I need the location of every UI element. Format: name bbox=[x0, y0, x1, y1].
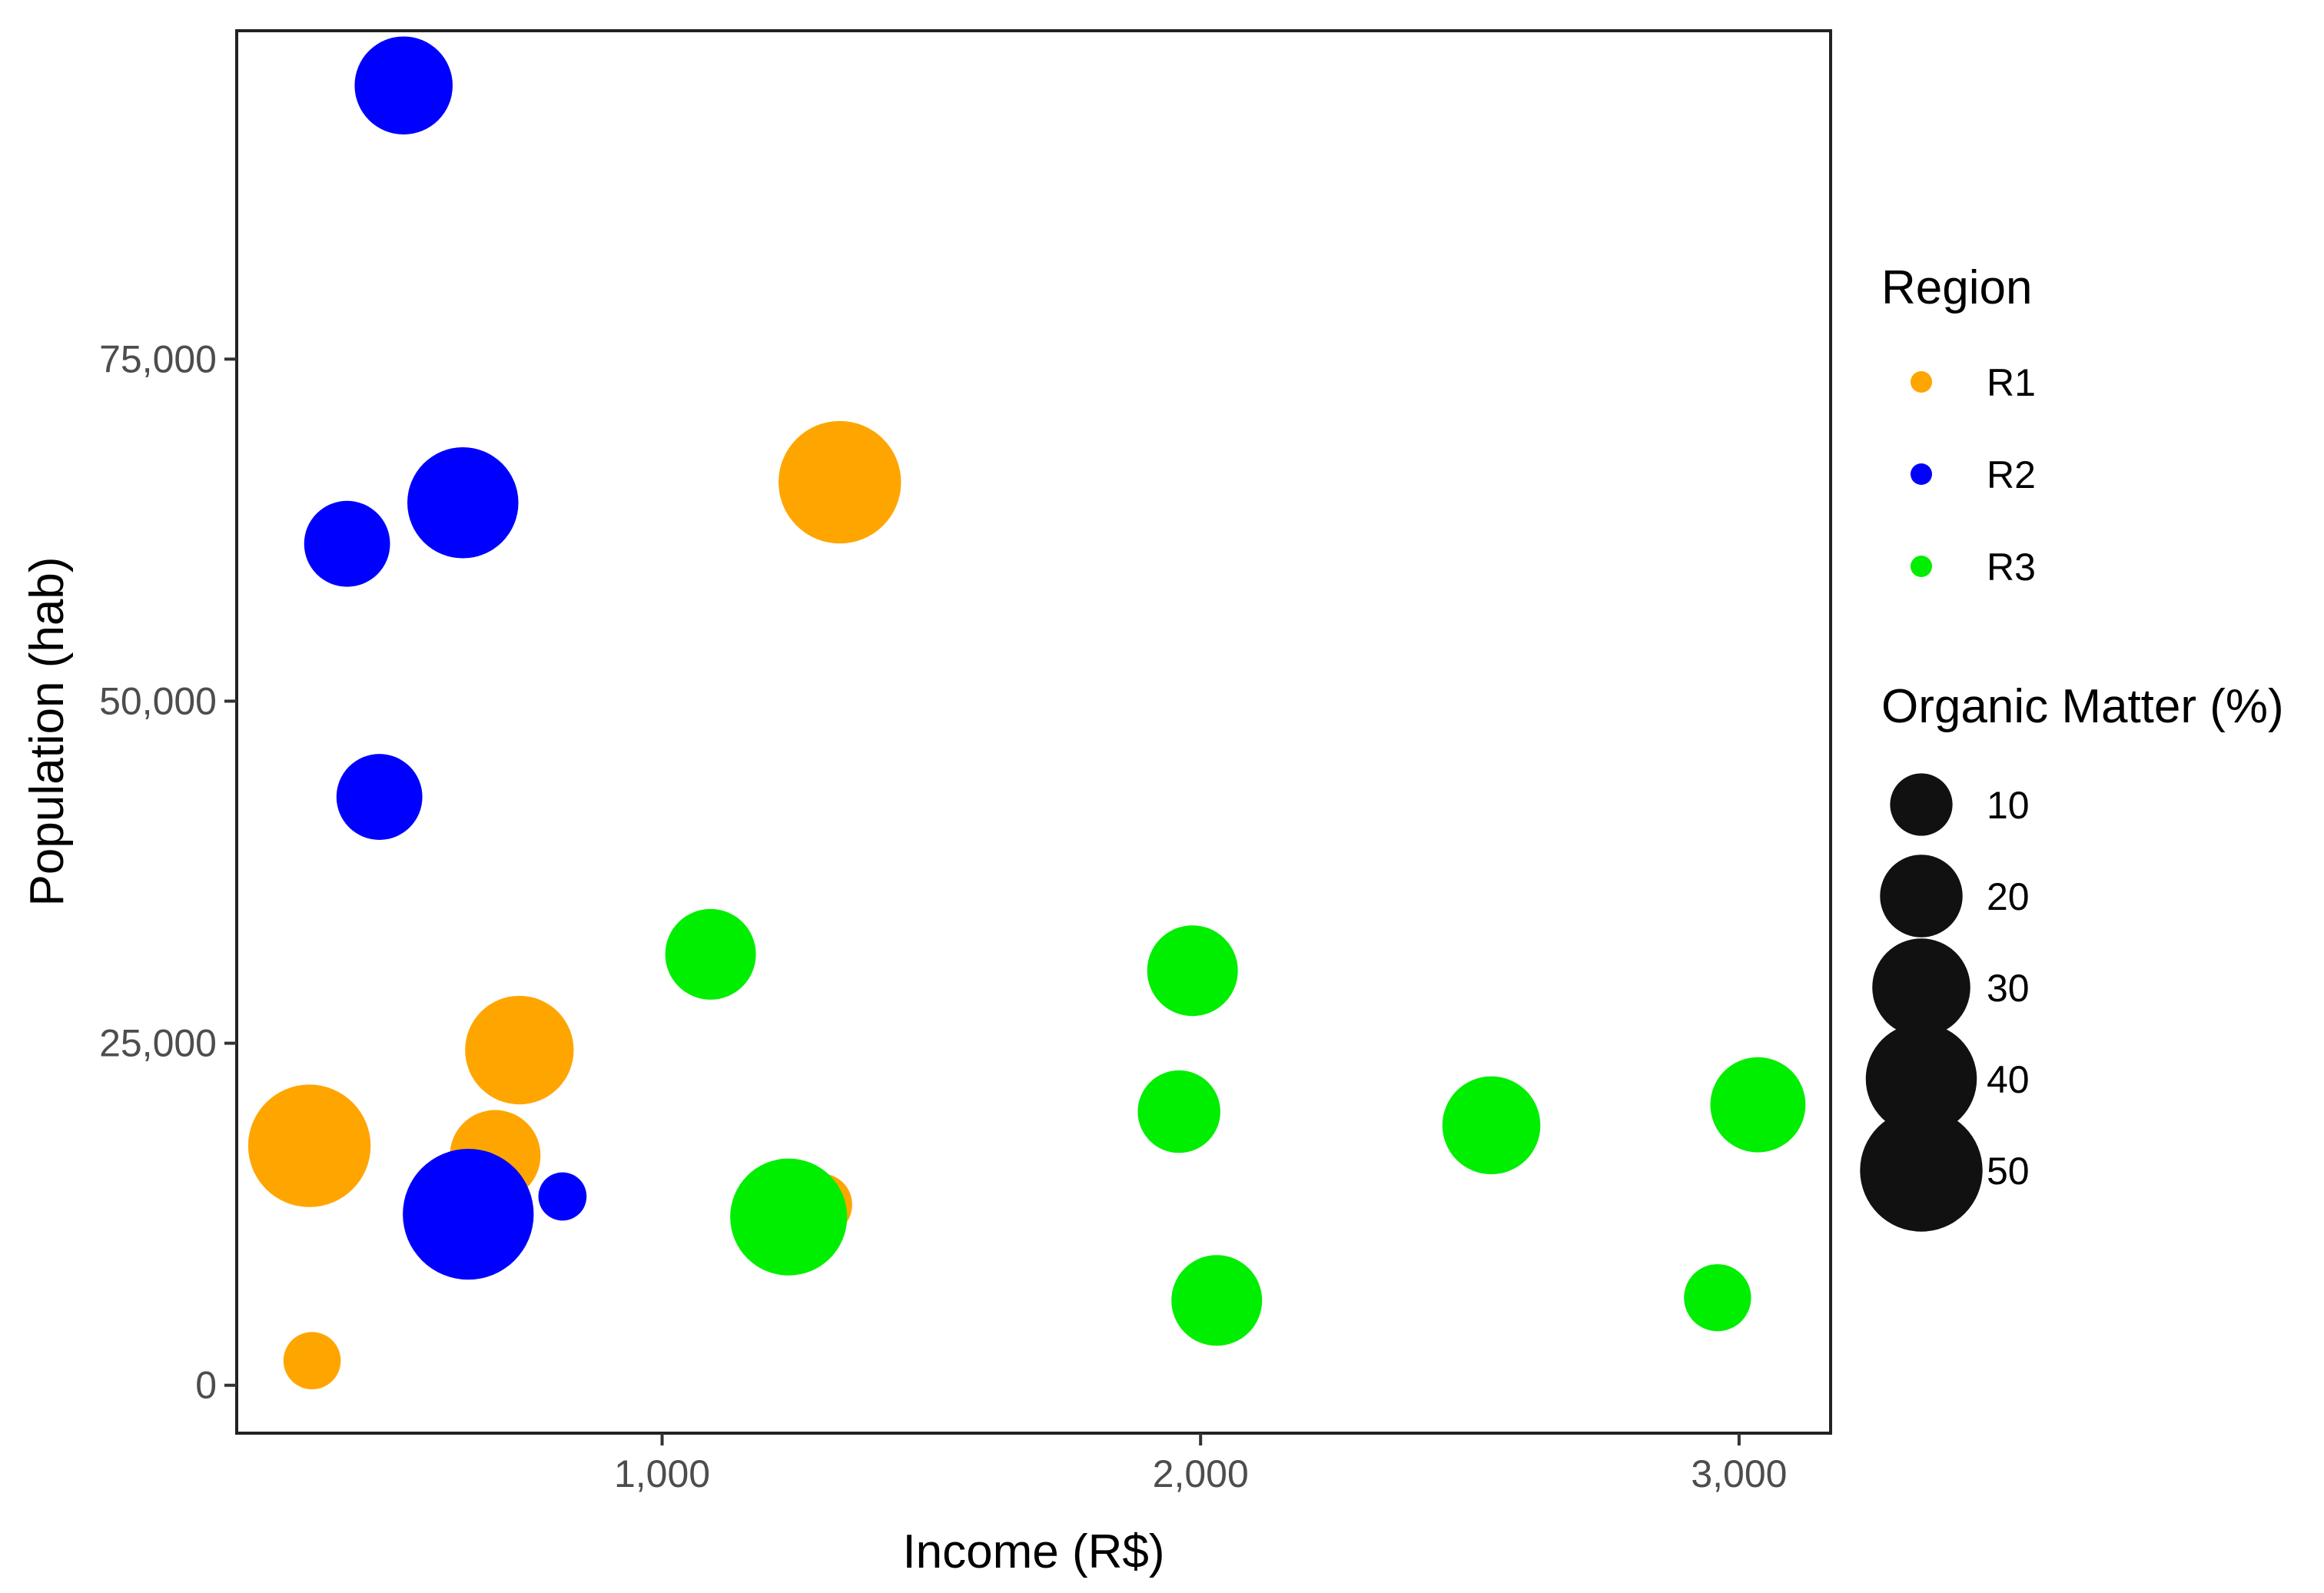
y-tick-label: 75,000 bbox=[99, 337, 217, 380]
size-key-30 bbox=[1872, 938, 1970, 1037]
data-points bbox=[247, 36, 1806, 1389]
x-axis-title: Income (R$) bbox=[902, 1525, 1164, 1578]
data-point-r2 bbox=[538, 1172, 587, 1221]
y-tick-label: 50,000 bbox=[99, 679, 217, 722]
size-key-40 bbox=[1865, 1023, 1977, 1135]
legend-label-r3: R3 bbox=[1987, 546, 2036, 589]
data-point-r1 bbox=[779, 420, 901, 544]
data-point-r2 bbox=[407, 447, 519, 559]
size-key-20 bbox=[1880, 855, 1963, 938]
data-point-r3 bbox=[1710, 1057, 1806, 1153]
legend-label-r2: R2 bbox=[1987, 453, 2036, 496]
data-point-r3 bbox=[1147, 925, 1238, 1017]
data-point-r1 bbox=[465, 995, 574, 1105]
data-point-r3 bbox=[665, 908, 756, 1000]
data-point-r1 bbox=[247, 1084, 371, 1207]
legend-label-r1: R1 bbox=[1987, 361, 2036, 404]
data-point-r3 bbox=[1684, 1264, 1751, 1332]
y-axis: 0 25,000 50,000 75,000 bbox=[99, 337, 237, 1407]
legend-key-r2 bbox=[1911, 463, 1932, 485]
data-point-r2 bbox=[354, 36, 453, 134]
color-legend-entries: R1 R2 R3 bbox=[1911, 361, 2036, 589]
data-point-r3 bbox=[1171, 1255, 1263, 1346]
size-legend-title: Organic Matter (%) bbox=[1881, 680, 2284, 733]
size-label-50: 50 bbox=[1987, 1150, 2030, 1193]
size-key-50 bbox=[1860, 1109, 1983, 1232]
data-point-r3 bbox=[1442, 1076, 1541, 1175]
x-axis: 1,000 2,000 3,000 bbox=[614, 1433, 1787, 1495]
legend-key-r1 bbox=[1911, 371, 1932, 393]
x-tick-label: 2,000 bbox=[1153, 1452, 1249, 1495]
data-point-r3 bbox=[730, 1158, 848, 1276]
x-tick-label: 3,000 bbox=[1691, 1452, 1787, 1495]
data-point-r2 bbox=[336, 754, 423, 840]
y-axis-title: Population (hab) bbox=[21, 557, 74, 907]
size-label-10: 10 bbox=[1987, 784, 2030, 827]
legend: Region R1 R2 R3 Organic Matter (%) 10 20 30 4… bbox=[1860, 261, 2284, 1232]
size-label-30: 30 bbox=[1987, 967, 2030, 1010]
size-label-20: 20 bbox=[1987, 875, 2030, 918]
size-key-10 bbox=[1890, 773, 1953, 836]
size-legend-entries: 10 20 30 40 50 bbox=[1860, 773, 2030, 1232]
y-tick-label: 25,000 bbox=[99, 1022, 217, 1065]
legend-key-r3 bbox=[1911, 556, 1932, 577]
color-legend-title: Region bbox=[1881, 261, 2032, 314]
data-point-r2 bbox=[403, 1148, 534, 1280]
data-point-r3 bbox=[1137, 1070, 1220, 1153]
size-label-40: 40 bbox=[1987, 1058, 2030, 1101]
x-tick-label: 1,000 bbox=[614, 1452, 710, 1495]
data-point-r2 bbox=[304, 500, 390, 587]
y-tick-label: 0 bbox=[195, 1364, 217, 1407]
data-point-r1 bbox=[283, 1332, 341, 1389]
